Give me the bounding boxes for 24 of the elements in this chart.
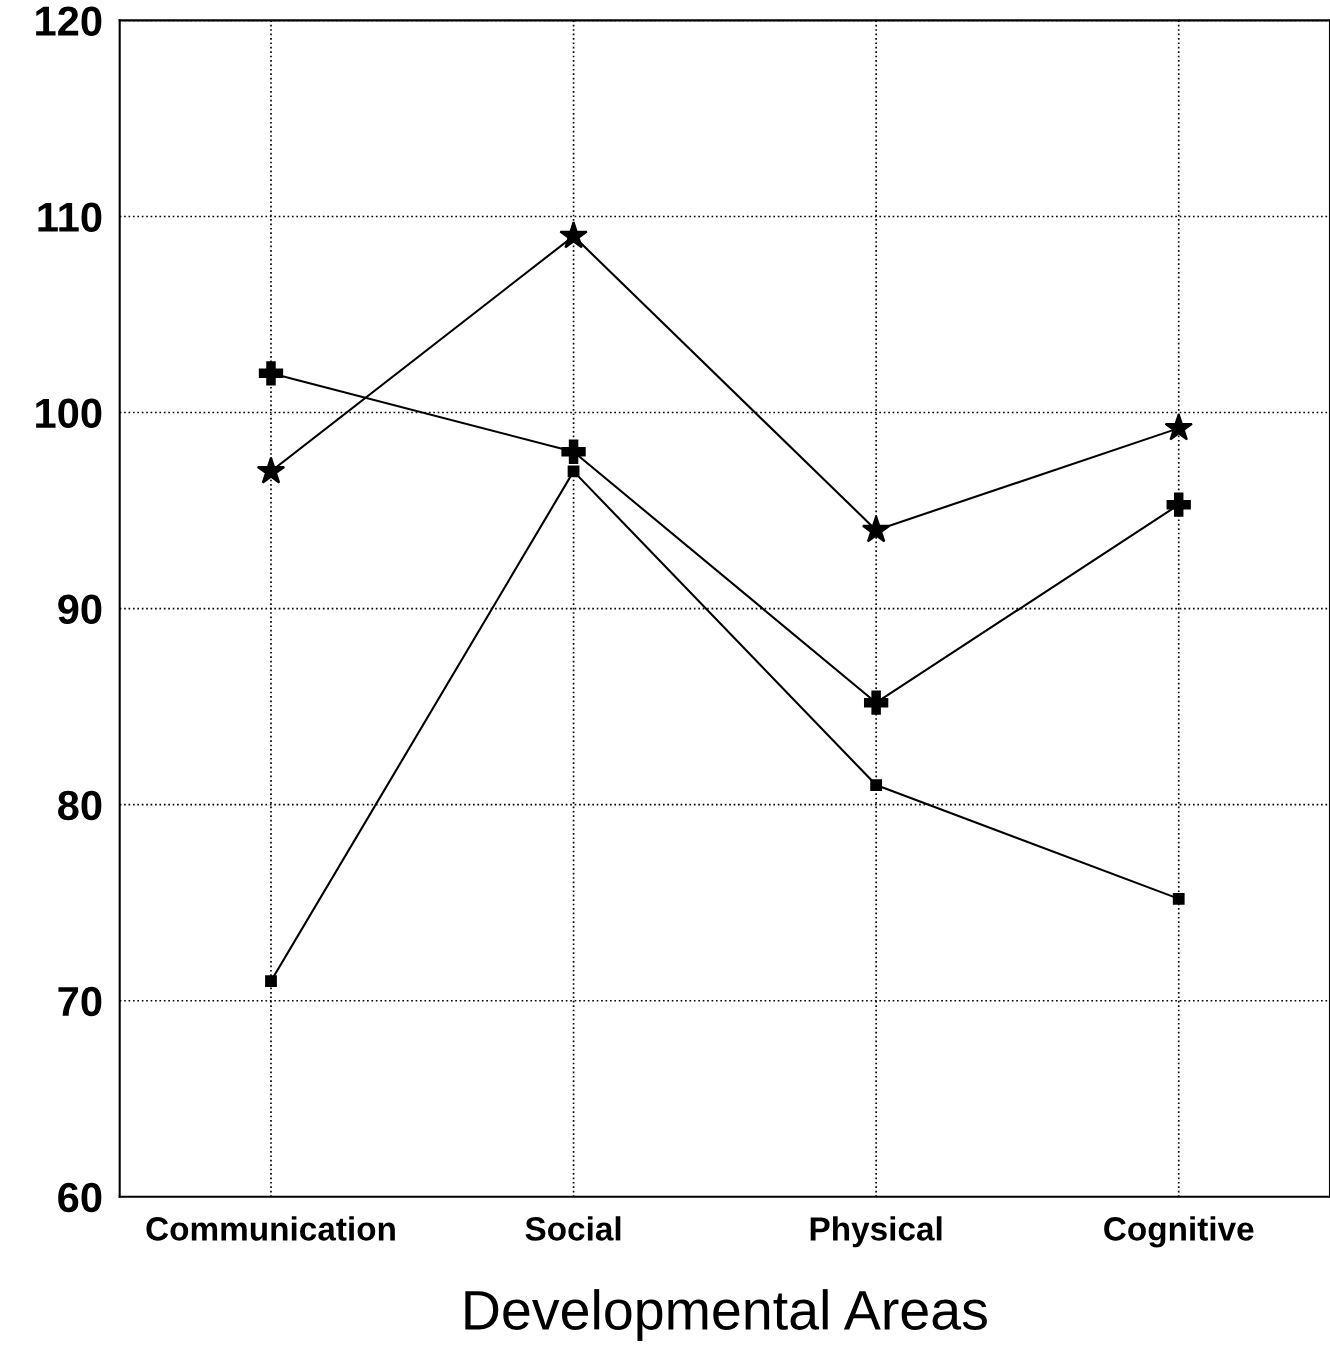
point — [1172, 892, 1185, 905]
y-tick-label: 70 — [58, 986, 102, 1017]
x-tick-label: Communication — [146, 1216, 395, 1241]
x-tick-label: Physical — [810, 1216, 942, 1248]
x-tick-label: Cognitive — [1104, 1216, 1254, 1248]
point — [258, 361, 284, 386]
point — [265, 975, 277, 988]
y-tick-label: 100 — [36, 398, 102, 429]
y-tick-label: 90 — [58, 594, 102, 625]
point — [567, 465, 580, 478]
point — [863, 690, 889, 715]
y-tick-label: 60 — [58, 1182, 102, 1213]
point — [1166, 492, 1191, 517]
y-tick-label: 110 — [38, 202, 102, 232]
point — [561, 439, 586, 464]
point — [559, 221, 588, 249]
point — [861, 515, 891, 543]
point — [256, 456, 286, 484]
point — [870, 779, 883, 791]
point — [1164, 413, 1193, 441]
x-axis-title: Developmental Areas — [465, 1289, 987, 1341]
y-tick-label: 120 — [36, 6, 102, 36]
y-tick-label: 80 — [58, 790, 102, 821]
x-tick-label: Social — [525, 1216, 621, 1241]
